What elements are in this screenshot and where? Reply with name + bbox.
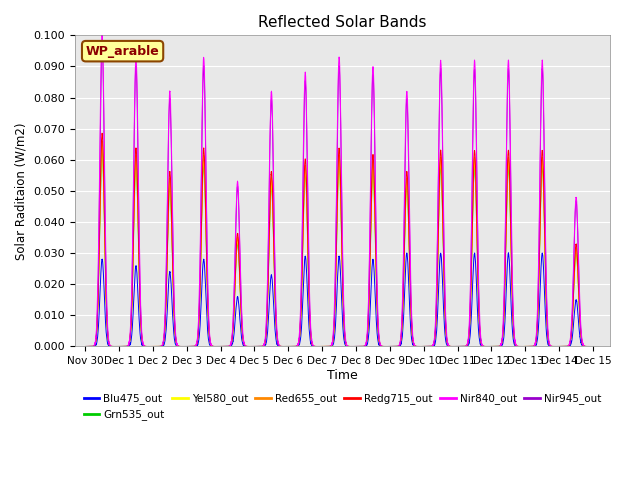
Redg715_out bbox=[623, 344, 630, 349]
Line: Yel580_out: Yel580_out bbox=[85, 145, 627, 347]
Grn535_out bbox=[109, 344, 116, 349]
Nir840_out bbox=[512, 341, 520, 347]
Nir945_out bbox=[623, 344, 630, 349]
Nir945_out bbox=[426, 344, 433, 349]
Legend: Blu475_out, Grn535_out, Yel580_out, Red655_out, Redg715_out, Nir840_out, Nir945_: Blu475_out, Grn535_out, Yel580_out, Red6… bbox=[79, 389, 605, 424]
Nir840_out bbox=[278, 344, 285, 349]
Grn535_out bbox=[623, 344, 630, 349]
Line: Nir840_out: Nir840_out bbox=[85, 35, 627, 347]
Grn535_out bbox=[98, 147, 106, 153]
Nir945_out bbox=[278, 344, 285, 349]
Red655_out bbox=[99, 138, 106, 144]
Blu475_out bbox=[512, 343, 520, 349]
Red655_out bbox=[512, 342, 520, 348]
Line: Redg715_out: Redg715_out bbox=[85, 133, 627, 347]
Blu475_out bbox=[81, 344, 89, 349]
Grn535_out bbox=[426, 344, 433, 349]
Redg715_out bbox=[81, 344, 89, 349]
Yel580_out bbox=[402, 195, 410, 201]
Red655_out bbox=[426, 344, 433, 349]
Yel580_out bbox=[278, 344, 285, 349]
Line: Grn535_out: Grn535_out bbox=[85, 150, 627, 347]
Red655_out bbox=[623, 344, 630, 349]
Redg715_out bbox=[402, 186, 410, 192]
Redg715_out bbox=[109, 344, 116, 349]
Line: Red655_out: Red655_out bbox=[85, 141, 627, 347]
Redg715_out bbox=[426, 344, 433, 349]
Grn535_out bbox=[402, 199, 410, 204]
Yel580_out bbox=[623, 344, 630, 349]
X-axis label: Time: Time bbox=[327, 369, 358, 382]
Nir945_out bbox=[512, 342, 520, 348]
Blu475_out bbox=[402, 263, 410, 269]
Y-axis label: Solar Raditaion (W/m2): Solar Raditaion (W/m2) bbox=[15, 122, 28, 260]
Yel580_out bbox=[81, 344, 89, 349]
Redg715_out bbox=[278, 344, 285, 349]
Nir945_out bbox=[81, 344, 89, 349]
Yel580_out bbox=[512, 343, 520, 348]
Nir945_out bbox=[483, 344, 491, 349]
Red655_out bbox=[402, 192, 410, 198]
Blu475_out bbox=[109, 344, 116, 349]
Nir840_out bbox=[426, 344, 433, 349]
Red655_out bbox=[109, 344, 116, 349]
Grn535_out bbox=[278, 344, 285, 349]
Redg715_out bbox=[512, 342, 520, 348]
Redg715_out bbox=[98, 130, 106, 136]
Title: Reflected Solar Bands: Reflected Solar Bands bbox=[258, 15, 427, 30]
Grn535_out bbox=[483, 344, 491, 349]
Grn535_out bbox=[81, 344, 89, 349]
Yel580_out bbox=[109, 344, 116, 349]
Nir840_out bbox=[109, 344, 116, 349]
Red655_out bbox=[483, 344, 491, 349]
Blu475_out bbox=[623, 344, 630, 349]
Blu475_out bbox=[278, 344, 285, 349]
Nir945_out bbox=[99, 41, 106, 47]
Line: Blu475_out: Blu475_out bbox=[85, 253, 627, 347]
Redg715_out bbox=[483, 344, 491, 349]
Blu475_out bbox=[505, 250, 513, 256]
Blu475_out bbox=[426, 344, 433, 349]
Yel580_out bbox=[426, 344, 433, 349]
Nir840_out bbox=[623, 344, 630, 349]
Line: Nir945_out: Nir945_out bbox=[85, 44, 627, 347]
Nir840_out bbox=[81, 344, 89, 349]
Text: WP_arable: WP_arable bbox=[86, 45, 159, 58]
Grn535_out bbox=[512, 342, 520, 348]
Nir840_out bbox=[99, 32, 106, 38]
Yel580_out bbox=[98, 143, 106, 148]
Nir945_out bbox=[109, 344, 116, 349]
Red655_out bbox=[81, 344, 89, 349]
Nir945_out bbox=[402, 123, 410, 129]
Yel580_out bbox=[483, 344, 491, 349]
Blu475_out bbox=[483, 344, 491, 349]
Red655_out bbox=[278, 344, 285, 349]
Nir840_out bbox=[483, 344, 491, 349]
Nir840_out bbox=[402, 114, 410, 120]
